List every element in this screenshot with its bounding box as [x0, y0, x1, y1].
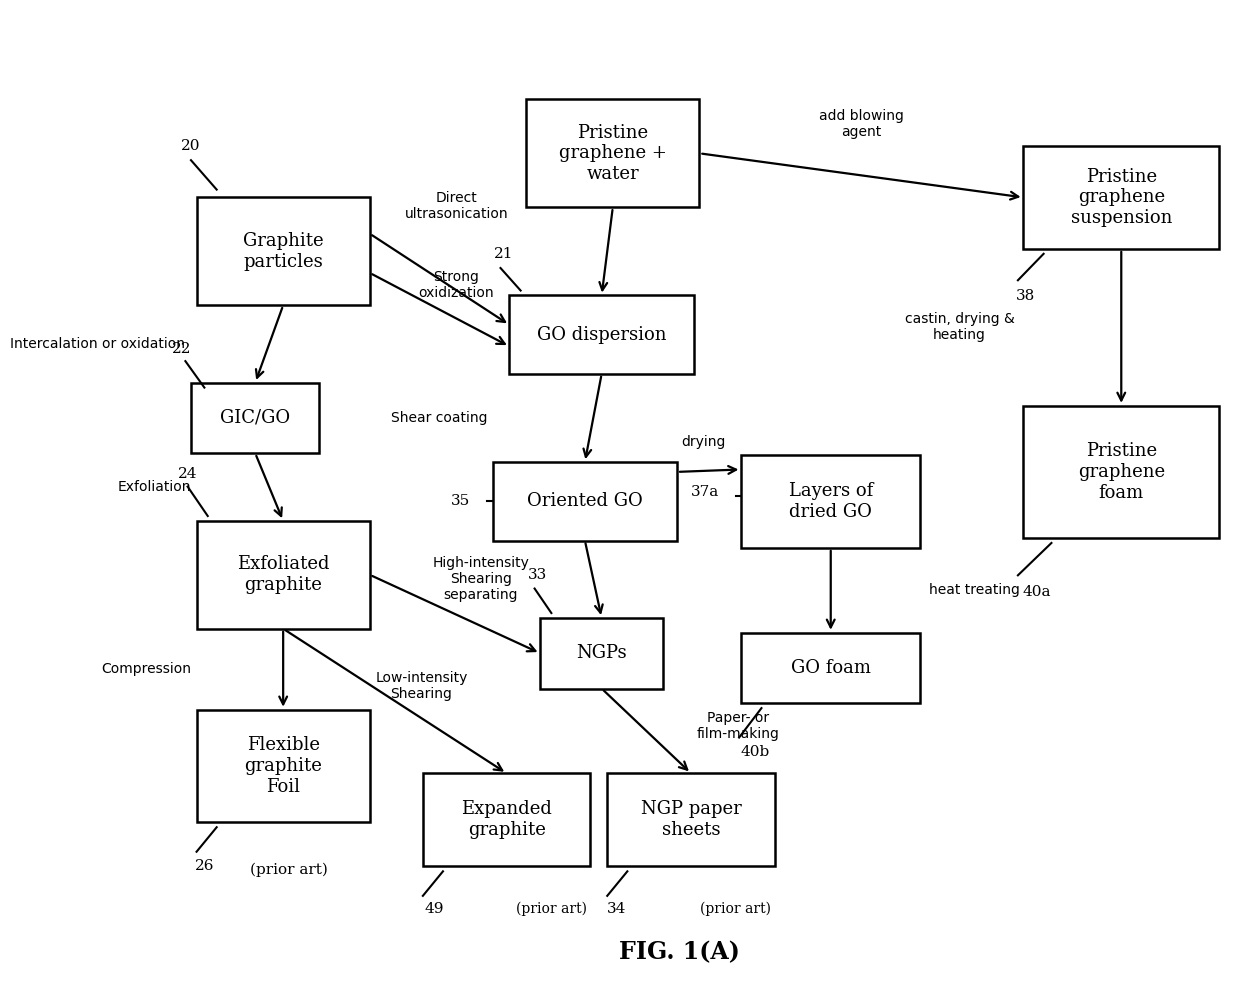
Text: castin, drying &
heating: castin, drying & heating: [905, 313, 1014, 342]
Text: 24: 24: [177, 467, 197, 481]
Text: NGPs: NGPs: [577, 644, 627, 663]
Text: Graphite
particles: Graphite particles: [243, 232, 324, 270]
Text: heat treating: heat treating: [929, 583, 1021, 598]
Text: Oriented GO: Oriented GO: [527, 492, 642, 510]
Text: Direct
ultrasonication: Direct ultrasonication: [404, 191, 508, 221]
Text: Shear coating: Shear coating: [391, 411, 487, 425]
FancyBboxPatch shape: [197, 521, 370, 629]
Text: Pristine
graphene +
water: Pristine graphene + water: [559, 124, 667, 183]
Text: Paper- or
film-making: Paper- or film-making: [697, 711, 780, 741]
Text: 40a: 40a: [1023, 585, 1052, 599]
Text: (prior art): (prior art): [516, 901, 587, 916]
FancyBboxPatch shape: [191, 382, 320, 453]
FancyBboxPatch shape: [742, 455, 920, 548]
FancyBboxPatch shape: [1023, 145, 1219, 249]
Text: Low-intensity
Shearing: Low-intensity Shearing: [376, 671, 467, 702]
Text: 38: 38: [1016, 289, 1035, 303]
Text: 33: 33: [528, 568, 548, 582]
Text: Pristine
graphene
foam: Pristine graphene foam: [1078, 442, 1164, 501]
FancyBboxPatch shape: [492, 462, 677, 541]
Text: 34: 34: [606, 901, 626, 915]
FancyBboxPatch shape: [1023, 406, 1219, 538]
Text: GO foam: GO foam: [791, 659, 870, 677]
Text: Flexible
graphite
Foil: Flexible graphite Foil: [244, 736, 322, 796]
Text: Exfoliation: Exfoliation: [118, 480, 191, 494]
Text: Layers of
dried GO: Layers of dried GO: [789, 482, 873, 521]
Text: Intercalation or oxidation: Intercalation or oxidation: [10, 337, 186, 351]
Text: drying: drying: [682, 435, 725, 449]
FancyBboxPatch shape: [608, 774, 775, 866]
Text: FIG. 1(A): FIG. 1(A): [620, 940, 740, 964]
FancyBboxPatch shape: [197, 198, 370, 306]
Text: 37a: 37a: [691, 485, 719, 498]
FancyBboxPatch shape: [423, 774, 590, 866]
Text: (prior art): (prior art): [701, 901, 771, 916]
FancyBboxPatch shape: [510, 296, 694, 374]
Text: 20: 20: [181, 140, 201, 153]
Text: add blowing
agent: add blowing agent: [820, 109, 904, 139]
FancyBboxPatch shape: [541, 618, 663, 688]
Text: 35: 35: [451, 494, 470, 508]
Text: Strong
oxidization: Strong oxidization: [419, 269, 495, 300]
Text: GO dispersion: GO dispersion: [537, 325, 666, 344]
FancyBboxPatch shape: [742, 633, 920, 703]
Text: (prior art): (prior art): [249, 862, 327, 877]
Text: Expanded
graphite: Expanded graphite: [461, 800, 552, 839]
Text: High-intensity
Shearing
separating: High-intensity Shearing separating: [432, 556, 529, 603]
Text: NGP paper
sheets: NGP paper sheets: [641, 800, 742, 839]
Text: Exfoliated
graphite: Exfoliated graphite: [237, 555, 330, 594]
Text: 49: 49: [424, 901, 444, 915]
Text: 40b: 40b: [740, 745, 769, 759]
Text: 21: 21: [494, 248, 513, 261]
Text: Pristine
graphene
suspension: Pristine graphene suspension: [1070, 168, 1172, 227]
Text: Compression: Compression: [100, 663, 191, 676]
FancyBboxPatch shape: [197, 710, 370, 823]
Text: 22: 22: [172, 342, 192, 357]
Text: GIC/GO: GIC/GO: [221, 409, 290, 427]
Text: 26: 26: [195, 859, 215, 874]
FancyBboxPatch shape: [526, 99, 699, 207]
